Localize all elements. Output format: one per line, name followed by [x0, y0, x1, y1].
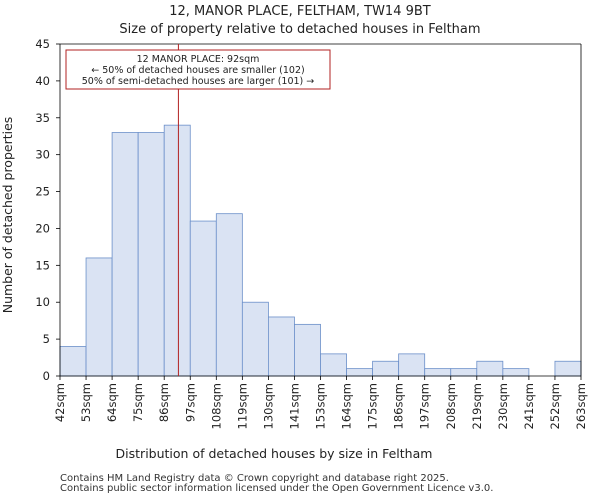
x-tick-label: 97sqm: [183, 383, 197, 422]
x-tick-label: 75sqm: [131, 383, 145, 422]
bar-97sqm: [189, 220, 217, 377]
x-tick-label: 241sqm: [522, 383, 536, 429]
x-tick-label: 53sqm: [79, 383, 93, 422]
x-tick-label: 119sqm: [235, 383, 249, 429]
footer-line-2: Contains public sector information licen…: [60, 483, 494, 494]
x-tick-label: 186sqm: [392, 383, 406, 429]
x-tick-label: 175sqm: [366, 383, 380, 429]
x-tick-label: 164sqm: [340, 383, 354, 429]
bar-252sqm: [554, 360, 582, 377]
x-tick-label: 252sqm: [548, 383, 562, 429]
chart-subtitle: Size of property relative to detached ho…: [119, 22, 480, 37]
bar-53sqm: [85, 257, 113, 377]
bar-208sqm: [450, 368, 478, 377]
x-tick-label: 130sqm: [261, 383, 275, 429]
bar-164sqm: [346, 368, 373, 377]
x-tick-label: 208sqm: [444, 383, 458, 429]
annotation-smaller: ← 50% of detached houses are smaller (10…: [91, 65, 304, 76]
x-axis: 42sqm 53sqm 64sqm 75sqm 86sqm 97sqm 108sqm 119s…: [53, 376, 588, 429]
y-tick-label: 45: [35, 37, 50, 51]
x-tick-label: 141sqm: [287, 383, 301, 429]
x-tick-label: 230sqm: [496, 383, 510, 429]
bar-64sqm: [111, 132, 139, 377]
annotation-larger: 50% of semi-detached houses are larger (…: [82, 76, 315, 87]
annotation-box: [65, 49, 331, 90]
y-tick-label: 40: [35, 74, 50, 88]
bar-175sqm: [372, 360, 400, 377]
bar-153sqm: [320, 353, 347, 377]
bar-130sqm: [267, 316, 295, 377]
bar-119sqm: [241, 301, 269, 377]
chart-title: 12, MANOR PLACE, FELTHAM, TW14 9BT: [169, 4, 431, 19]
y-tick-label: 5: [43, 332, 50, 346]
y-tick-label: 10: [35, 295, 50, 309]
y-tick-label: 0: [43, 369, 50, 383]
x-tick-label: 263sqm: [574, 383, 588, 429]
y-tick-label: 35: [35, 111, 50, 125]
x-tick-label: 42sqm: [53, 383, 67, 422]
bar-197sqm: [424, 368, 452, 377]
y-tick-label: 30: [35, 148, 50, 162]
bar-75sqm: [137, 132, 165, 377]
x-axis-label: Distribution of detached houses by size …: [116, 446, 433, 461]
bar-186sqm: [398, 353, 426, 377]
bar-86sqm: [163, 124, 191, 377]
x-tick-label: 153sqm: [314, 383, 328, 429]
annotation-title: 12 MANOR PLACE: 92sqm: [137, 54, 260, 65]
bar-219sqm: [476, 360, 504, 377]
x-tick-label: 219sqm: [470, 383, 484, 429]
bar-141sqm: [294, 323, 321, 377]
y-tick-label: 15: [35, 258, 50, 272]
bar-230sqm: [502, 368, 530, 377]
y-tick-label: 20: [35, 221, 50, 235]
x-tick-label: 86sqm: [157, 383, 171, 422]
bar-108sqm: [215, 213, 243, 377]
bar-42sqm: [59, 346, 87, 377]
y-axis-label: Number of detached properties: [0, 117, 15, 314]
y-tick-label: 25: [35, 185, 50, 199]
bars-group: [59, 124, 582, 377]
x-tick-label: 108sqm: [209, 383, 223, 429]
footer-line-1: Contains HM Land Registry data © Crown c…: [60, 473, 449, 484]
y-axis: 0 5 10 15 20 25 30 35 40 45: [35, 37, 60, 383]
x-tick-label: 64sqm: [105, 383, 119, 422]
x-tick-label: 197sqm: [418, 383, 432, 429]
